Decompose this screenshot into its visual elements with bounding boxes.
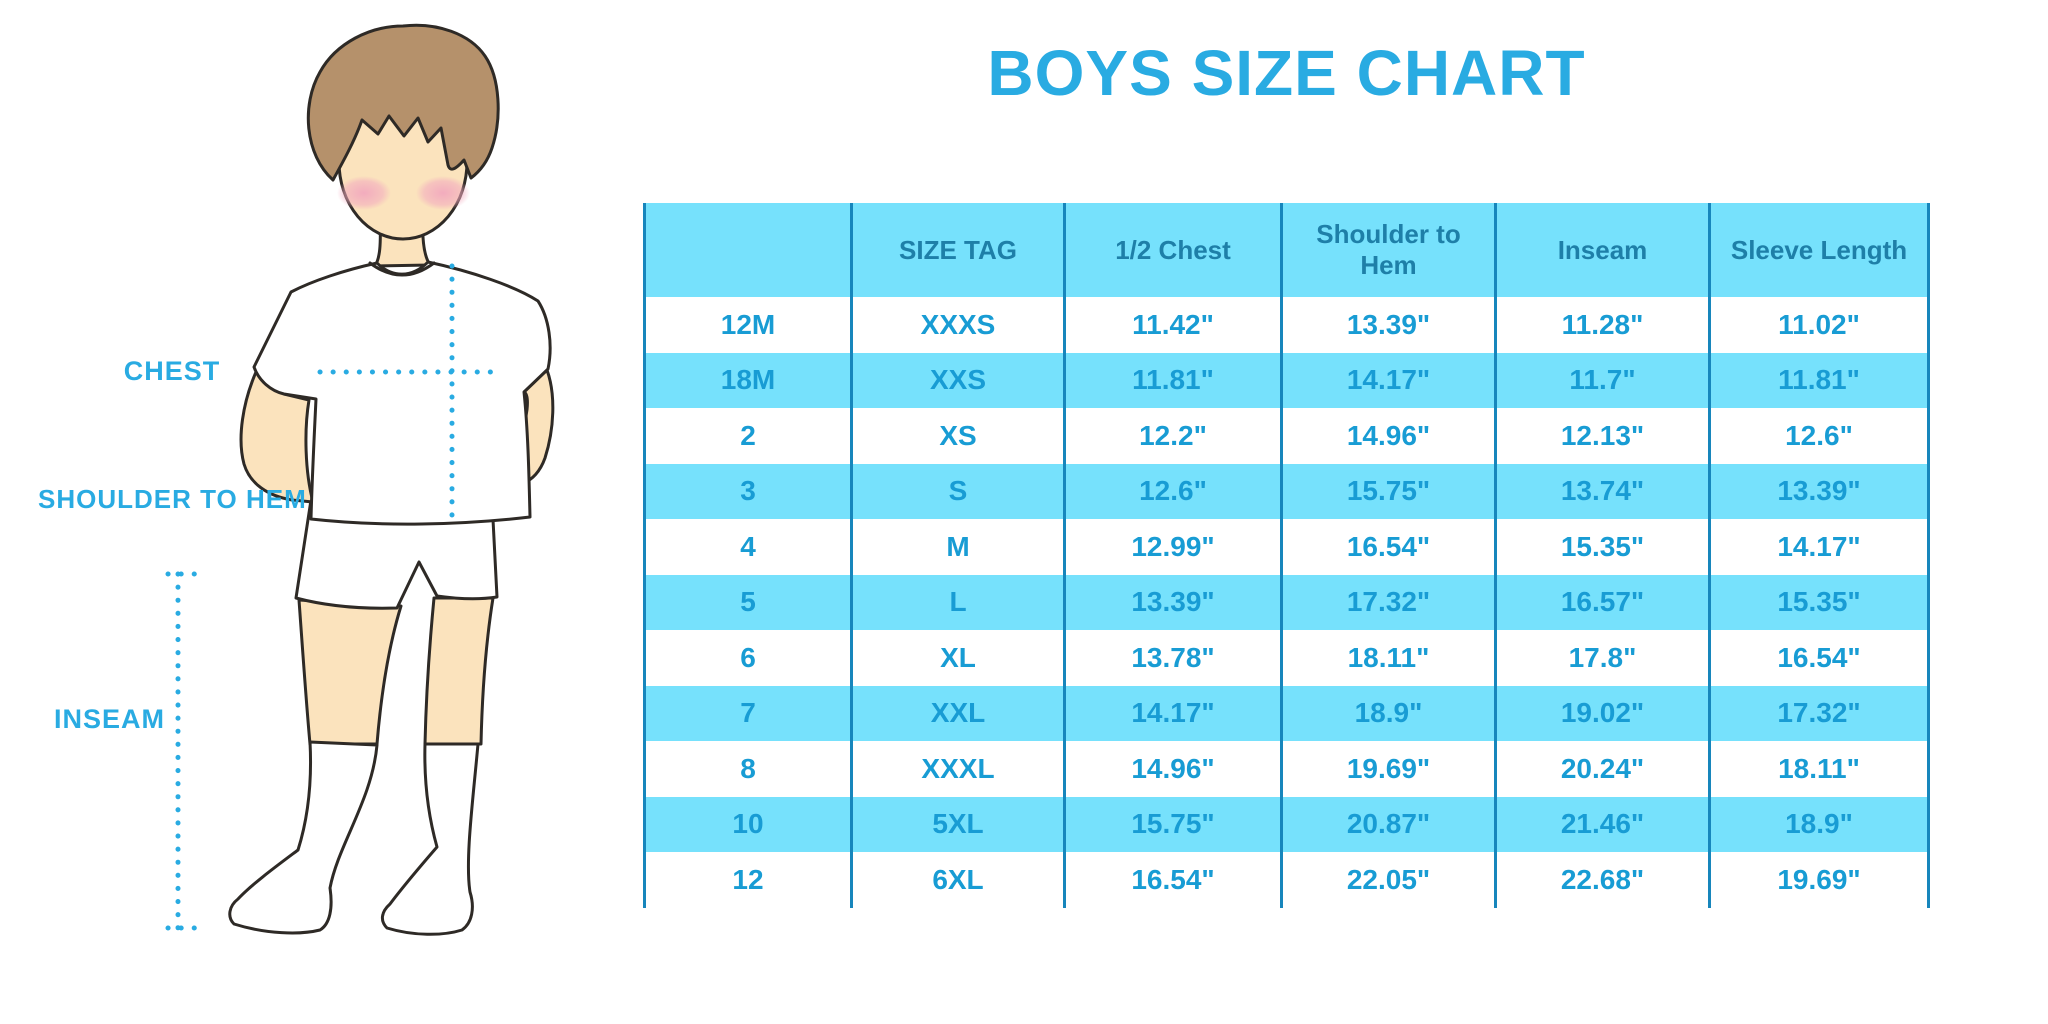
- cell-size: 3: [646, 463, 853, 519]
- cell-half-chest: 12.2": [1066, 408, 1283, 464]
- cell-half-chest: 14.17": [1066, 685, 1283, 741]
- cell-shoulder-to-hem: 19.69": [1283, 741, 1497, 797]
- cell-inseam: 12.13": [1497, 408, 1711, 464]
- header-size-tag: SIZE TAG: [853, 203, 1066, 297]
- cell-inseam: 16.57": [1497, 574, 1711, 630]
- cell-half-chest: 15.75": [1066, 796, 1283, 852]
- cell-sleeve-length: 18.11": [1711, 741, 1927, 797]
- inseam-measure-line: [165, 571, 205, 931]
- cell-half-chest: 11.42": [1066, 297, 1283, 353]
- cell-sleeve-length: 18.9": [1711, 796, 1927, 852]
- cell-half-chest: 11.81": [1066, 352, 1283, 408]
- cell-size: 18M: [646, 352, 853, 408]
- cell-shoulder-to-hem: 15.75": [1283, 463, 1497, 519]
- cell-inseam: 17.8": [1497, 630, 1711, 686]
- cell-size-tag: 5XL: [853, 796, 1066, 852]
- cell-shoulder-to-hem: 13.39": [1283, 297, 1497, 353]
- header-shoulder-to-hem: Shoulder to Hem: [1283, 203, 1497, 297]
- cell-sleeve-length: 14.17": [1711, 519, 1927, 575]
- cell-half-chest: 12.99": [1066, 519, 1283, 575]
- cell-size: 12: [646, 852, 853, 908]
- cell-shoulder-to-hem: 16.54": [1283, 519, 1497, 575]
- cell-sleeve-length: 16.54": [1711, 630, 1927, 686]
- cell-sleeve-length: 11.02": [1711, 297, 1927, 353]
- cell-shoulder-to-hem: 14.96": [1283, 408, 1497, 464]
- cell-half-chest: 13.39": [1066, 574, 1283, 630]
- cell-sleeve-length: 12.6": [1711, 408, 1927, 464]
- cell-shoulder-to-hem: 18.9": [1283, 685, 1497, 741]
- header-sleeve-length: Sleeve Length: [1711, 203, 1927, 297]
- cell-shoulder-to-hem: 17.32": [1283, 574, 1497, 630]
- cell-inseam: 13.74": [1497, 463, 1711, 519]
- cell-inseam: 19.02": [1497, 685, 1711, 741]
- cell-half-chest: 12.6": [1066, 463, 1283, 519]
- cheek-left: [337, 176, 391, 210]
- header-empty: [646, 203, 853, 297]
- cell-inseam: 22.68": [1497, 852, 1711, 908]
- cell-sleeve-length: 11.81": [1711, 352, 1927, 408]
- cell-shoulder-to-hem: 22.05": [1283, 852, 1497, 908]
- cell-sleeve-length: 17.32": [1711, 685, 1927, 741]
- cell-inseam: 15.35": [1497, 519, 1711, 575]
- cell-size-tag: XS: [853, 408, 1066, 464]
- cell-size-tag: L: [853, 574, 1066, 630]
- cheek-right: [416, 176, 470, 210]
- shoulder-to-hem-label: SHOULDER TO HEM: [38, 484, 307, 514]
- cell-size-tag: 6XL: [853, 852, 1066, 908]
- cell-half-chest: 13.78": [1066, 630, 1283, 686]
- cell-shoulder-to-hem: 20.87": [1283, 796, 1497, 852]
- cell-size: 12M: [646, 297, 853, 353]
- page-title: BOYS SIZE CHART: [987, 37, 1586, 109]
- cell-size-tag: XL: [853, 630, 1066, 686]
- size-table: SIZE TAG 1/2 Chest Shoulder to Hem Insea…: [643, 203, 1930, 908]
- cell-half-chest: 14.96": [1066, 741, 1283, 797]
- boy-measurement-illustration: [165, 23, 555, 936]
- boy-figure: [228, 23, 555, 936]
- cell-size-tag: XXXL: [853, 741, 1066, 797]
- cell-size: 7: [646, 685, 853, 741]
- cell-size: 8: [646, 741, 853, 797]
- cell-size: 6: [646, 630, 853, 686]
- cell-half-chest: 16.54": [1066, 852, 1283, 908]
- cell-size-tag: M: [853, 519, 1066, 575]
- cell-size-tag: XXS: [853, 352, 1066, 408]
- cell-sleeve-length: 19.69": [1711, 852, 1927, 908]
- header-inseam: Inseam: [1497, 203, 1711, 297]
- cell-size-tag: S: [853, 463, 1066, 519]
- cell-inseam: 11.7": [1497, 352, 1711, 408]
- cell-size: 5: [646, 574, 853, 630]
- inseam-label: INSEAM: [54, 704, 166, 734]
- cell-size: 4: [646, 519, 853, 575]
- cell-inseam: 21.46": [1497, 796, 1711, 852]
- cell-size: 10: [646, 796, 853, 852]
- cell-sleeve-length: 15.35": [1711, 574, 1927, 630]
- cell-shoulder-to-hem: 14.17": [1283, 352, 1497, 408]
- cell-inseam: 20.24": [1497, 741, 1711, 797]
- cell-size: 2: [646, 408, 853, 464]
- cell-size-tag: XXL: [853, 685, 1066, 741]
- cell-shoulder-to-hem: 18.11": [1283, 630, 1497, 686]
- cell-inseam: 11.28": [1497, 297, 1711, 353]
- cell-sleeve-length: 13.39": [1711, 463, 1927, 519]
- cell-size-tag: XXXS: [853, 297, 1066, 353]
- header-half-chest: 1/2 Chest: [1066, 203, 1283, 297]
- chest-label: CHEST: [123, 356, 221, 386]
